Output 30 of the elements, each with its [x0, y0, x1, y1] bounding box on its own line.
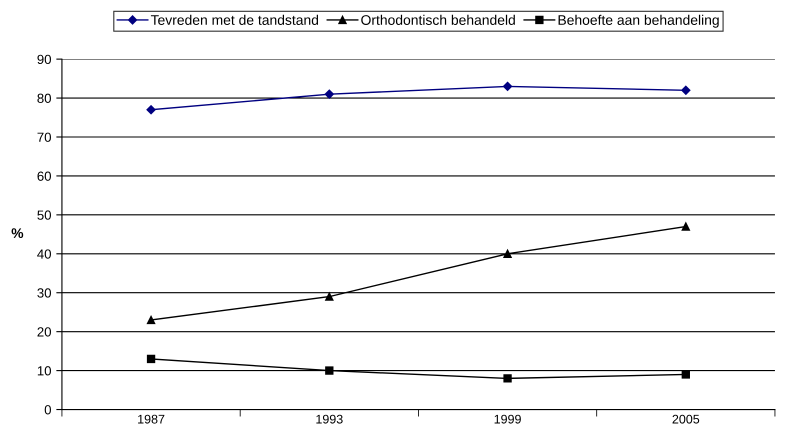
y-tick-label: 80 [37, 94, 51, 103]
point [682, 370, 690, 379]
point [502, 82, 512, 92]
legend-label: Tevreden met de tandstand [150, 14, 318, 25]
y-tick-label: 60 [38, 171, 51, 181]
legend-label: Behoefte aan behandeling [558, 14, 719, 28]
x-tick-label: 1999 [494, 414, 521, 424]
point [503, 250, 512, 258]
y-axis-title: % [12, 228, 24, 238]
y-tick-label: 50 [37, 210, 51, 220]
y-tick-label: 0 [44, 405, 51, 414]
x-tick-label: 2005 [672, 414, 700, 424]
y-tick-label: 10 [38, 366, 51, 376]
point [503, 374, 512, 383]
y-tick-label: 20 [38, 327, 51, 337]
point [324, 90, 334, 99]
point [681, 86, 690, 95]
y-tick-label: 40 [37, 249, 51, 259]
legend-label: Orthodontisch behandeld [361, 14, 515, 25]
x-tick-label: 1987 [138, 414, 164, 424]
point [146, 316, 156, 324]
y-tick-label: 90 [37, 54, 51, 64]
point [325, 366, 334, 375]
y-tick-label: 30 [37, 288, 51, 298]
point [325, 292, 334, 301]
x-tick-label: 1993 [316, 414, 343, 424]
y-tick-label: 70 [38, 132, 51, 142]
point [682, 222, 690, 231]
point [146, 354, 156, 364]
point [146, 105, 156, 114]
